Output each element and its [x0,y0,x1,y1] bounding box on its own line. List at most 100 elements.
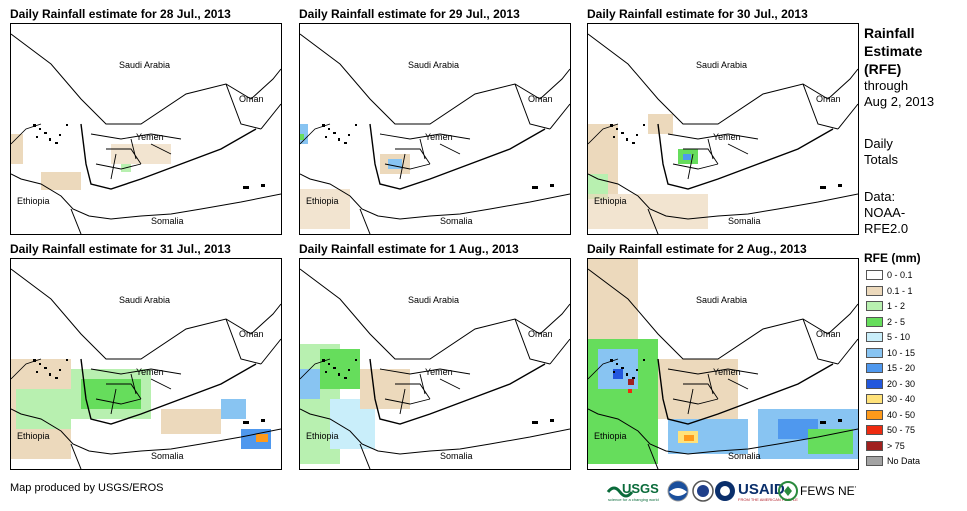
legend-swatch [866,285,883,296]
legend-swatch [866,425,883,435]
legend-label: 2 - 5 [887,316,906,327]
rainfall-map-jul-30: Saudi Arabia Oman Yemen Ethiopia Somalia [587,23,859,235]
label-yemen: Yemen [713,367,741,377]
label-saudi-arabia: Saudi Arabia [408,295,459,305]
label-oman: Oman [528,329,553,339]
panel-title: Daily Rainfall estimate for 31 Jul., 201… [10,242,231,256]
label-oman: Oman [816,94,841,104]
legend-swatch [866,316,883,327]
legend-swatch [866,409,883,420]
rainfall-map-jul-31: Saudi Arabia Oman Yemen Ethiopia Somalia [10,258,282,470]
legend-swatch [866,332,883,342]
through-date: Aug 2, 2013 [864,94,935,109]
legend-item: 0.1 - 1 [866,284,913,298]
label-oman: Oman [816,329,841,339]
label-yemen: Yemen [713,132,741,142]
legend-swatch [866,270,883,280]
label-yemen: Yemen [136,367,164,377]
data-line: RFE2.0 [864,221,909,236]
daily-totals: Daily Totals [864,136,964,168]
usaid-logo: USAID FROM THE AMERICAN PEOPLE [715,481,798,502]
rainfall-map-jul-29: Saudi Arabia Oman Yemen Ethiopia Somalia [299,23,571,235]
usgs-logo: USGS science for a changing world [606,481,659,502]
legend-swatch [866,301,883,311]
label-saudi-arabia: Saudi Arabia [696,60,747,70]
legend-label: 15 - 20 [887,363,916,373]
daily-line: Totals [864,152,898,167]
label-somalia: Somalia [728,451,761,461]
svg-text:USAID: USAID [738,481,785,498]
legend-label: No Data [887,456,921,466]
label-ethiopia: Ethiopia [17,431,50,441]
legend-item: > 75 [866,439,905,453]
label-yemen: Yemen [425,367,453,377]
legend-item: 1 - 2 [866,299,905,313]
panel-title: Daily Rainfall estimate for 1 Aug., 2013 [299,242,519,256]
legend-label: 20 - 30 [887,378,916,389]
title-line: Rainfall [864,25,915,41]
label-somalia: Somalia [151,216,184,226]
label-ethiopia: Ethiopia [306,431,339,441]
legend-item: 10 - 15 [866,346,915,360]
rainfall-map-aug-1: Saudi Arabia Oman Yemen Ethiopia Somalia [299,258,571,470]
label-saudi-arabia: Saudi Arabia [119,60,170,70]
map-title-block: Rainfall Estimate (RFE) through Aug 2, 2… [864,24,964,110]
through-text: through [864,78,909,93]
legend-item: 15 - 20 [866,361,915,375]
legend-item: 5 - 10 [866,330,910,344]
label-somalia: Somalia [440,451,473,461]
data-line: Data: [864,189,896,204]
legend-label: 50 - 75 [887,425,916,435]
label-ethiopia: Ethiopia [594,196,627,206]
legend-label: 40 - 50 [887,409,916,420]
legend-item: No Data [866,454,920,468]
panel-title: Daily Rainfall estimate for 30 Jul., 201… [587,7,808,21]
daily-line: Daily [864,136,893,151]
svg-text:USGS: USGS [622,481,659,496]
label-saudi-arabia: Saudi Arabia [408,60,459,70]
legend-title: RFE (mm) [864,251,921,265]
rainfall-map-jul-28: Saudi Arabia Oman Yemen Ethiopia Somalia [10,23,282,235]
legend-label: 5 - 10 [887,332,911,342]
legend-swatch [866,394,883,404]
label-yemen: Yemen [136,132,164,142]
legend-item: 30 - 40 [866,392,915,406]
title-line: (RFE) [864,61,902,77]
legend-swatch [866,363,883,373]
svg-text:science for a changing world: science for a changing world [608,497,659,502]
legend-swatch [866,456,883,466]
title-line: Estimate [864,43,923,59]
panel-title: Daily Rainfall estimate for 28 Jul., 201… [10,7,231,21]
legend-swatch [866,347,883,358]
legend-item: 20 - 30 [866,377,915,391]
legend-label: 0 - 0.1 [887,270,913,280]
legend-item: 0 - 0.1 [866,268,913,282]
label-oman: Oman [528,94,553,104]
legend-label: 30 - 40 [887,394,916,404]
legend-swatch [866,378,883,389]
fewsnet-logo: FEWS NET [778,481,856,501]
svg-text:FEWS NET: FEWS NET [800,484,856,498]
panel-title: Daily Rainfall estimate for 29 Jul., 201… [299,7,520,21]
legend-item: 50 - 75 [866,423,915,437]
legend-label: 10 - 15 [887,347,916,358]
label-ethiopia: Ethiopia [306,196,339,206]
label-somalia: Somalia [151,451,184,461]
legend-item: 40 - 50 [866,408,915,422]
svg-text:FROM THE AMERICAN PEOPLE: FROM THE AMERICAN PEOPLE [738,497,798,502]
label-somalia: Somalia [440,216,473,226]
label-oman: Oman [239,94,264,104]
map-credit: Map produced by USGS/EROS [10,482,164,494]
data-source: Data: NOAA- RFE2.0 [864,189,964,237]
label-yemen: Yemen [425,132,453,142]
label-somalia: Somalia [728,216,761,226]
agency-logos: USGS science for a changing world USAID … [606,480,856,502]
label-ethiopia: Ethiopia [594,431,627,441]
legend-label: 1 - 2 [887,301,906,311]
legend-item: 2 - 5 [866,315,905,329]
label-saudi-arabia: Saudi Arabia [696,295,747,305]
legend-swatch [866,440,883,451]
label-saudi-arabia: Saudi Arabia [119,295,170,305]
data-line: NOAA- [864,205,906,220]
label-oman: Oman [239,329,264,339]
